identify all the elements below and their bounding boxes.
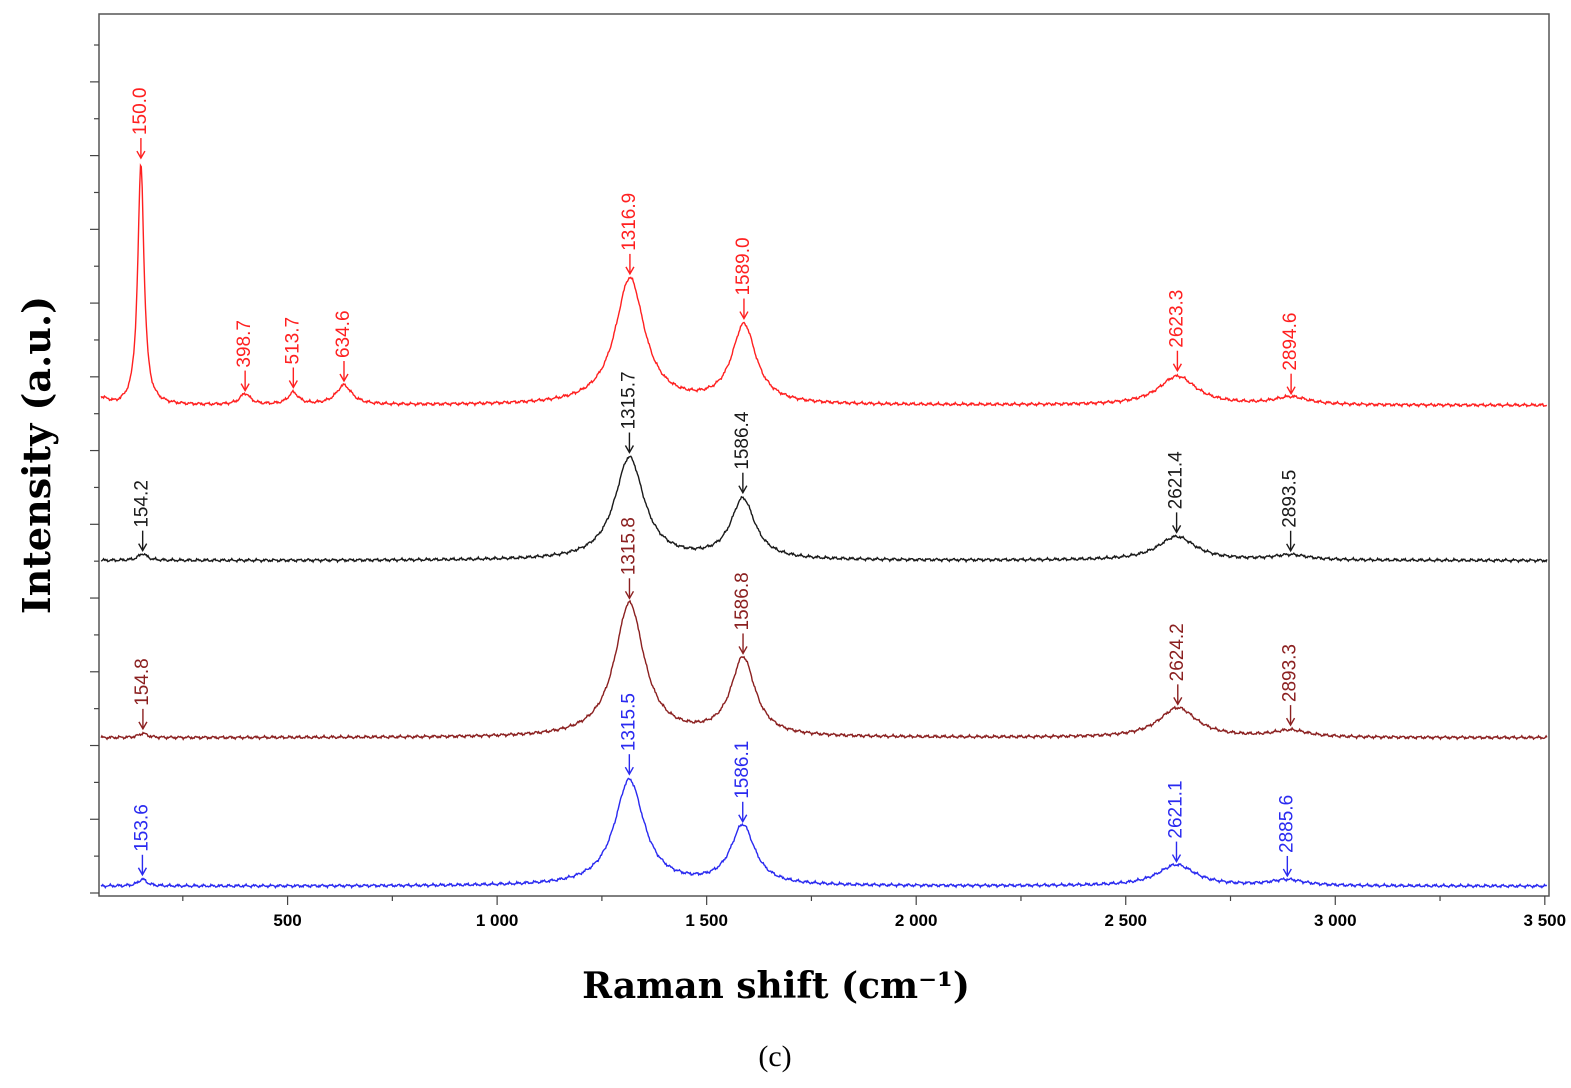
spectrum-line-black [100, 455, 1548, 564]
peak-arrowhead [738, 485, 748, 495]
peak-label: 1315.5 [618, 693, 639, 751]
series-red: 150.0 398.7 513.7 634.6 1316.9 1589.0 2623.3 28… [100, 88, 1547, 409]
spectrum-line-red [100, 163, 1547, 409]
peak-arrowhead [624, 766, 634, 776]
y-axis-ticks [90, 44, 99, 894]
peak-arrowhead [625, 266, 635, 276]
peak-label: 513.7 [282, 317, 303, 365]
peak-arrowhead [138, 543, 148, 553]
peak-label: 2621.1 [1165, 780, 1186, 838]
peak-label: 1316.9 [619, 193, 640, 251]
peak-arrowhead [136, 150, 146, 160]
peak-label: 153.6 [131, 804, 152, 852]
peak-arrowhead [1286, 543, 1296, 553]
peak-label: 154.8 [132, 658, 153, 706]
figure-caption: (c) [758, 1040, 791, 1073]
peak-label: 1315.7 [618, 371, 639, 429]
peak-label: 2621.4 [1166, 451, 1187, 510]
peak-label: 1586.1 [732, 741, 753, 799]
series-blue: 153.6 1315.5 1586.1 2621.1 2885.6 [100, 693, 1547, 890]
x-tick-label: 1 500 [685, 911, 728, 930]
peak-arrowhead [1173, 697, 1183, 706]
peak-arrowhead [739, 311, 749, 320]
x-tick-label: 500 [273, 911, 301, 930]
peak-arrowhead [240, 383, 250, 393]
peak-arrowhead [624, 590, 635, 600]
peak-label: 2894.6 [1280, 313, 1301, 371]
series-black: 154.2 1315.7 1586.4 2621.4 2893.5 [100, 371, 1548, 564]
peak-label: 634.6 [333, 310, 354, 358]
spectrum-line-blue [100, 777, 1547, 890]
x-tick-label: 2 000 [895, 911, 938, 930]
peak-arrowhead [1172, 363, 1183, 373]
x-tick-label: 3 500 [1524, 911, 1567, 930]
peak-arrowhead [1172, 525, 1182, 534]
peak-arrowhead [1285, 717, 1296, 727]
x-axis-ticks: 500 1 000 1 500 2 000 2 500 3 000 3 500 [182, 896, 1567, 930]
peak-label: 1315.8 [618, 517, 639, 575]
peak-label: 2623.3 [1166, 290, 1187, 348]
x-tick-label: 1 000 [476, 911, 519, 930]
peak-label: 2893.3 [1280, 644, 1301, 702]
series-dark-red: 154.8 1315.8 1586.8 2624.2 2893.3 [100, 517, 1548, 741]
peak-label: 1589.0 [733, 237, 754, 295]
peak-arrowhead [1286, 386, 1296, 396]
peak-label: 1586.4 [732, 411, 753, 470]
spectrum-line-dark-red [100, 599, 1548, 741]
y-axis-title: Intensity (a.u.) [14, 296, 59, 614]
peak-arrowhead [624, 445, 635, 454]
series-layer: 150.0 398.7 513.7 634.6 1316.9 1589.0 2623.3 28… [100, 88, 1548, 890]
peak-label: 2624.2 [1167, 623, 1188, 681]
plot-frame [98, 13, 1550, 897]
peak-label: 2893.5 [1280, 470, 1301, 528]
peak-arrowhead [339, 373, 349, 383]
x-axis-title: Raman shift (cm⁻¹) [582, 965, 970, 1007]
peak-arrowhead [137, 867, 148, 877]
peak-arrowhead [288, 380, 298, 389]
x-tick-label: 2 500 [1104, 911, 1147, 930]
peak-arrowhead [1282, 868, 1292, 878]
peak-label: 154.2 [132, 480, 153, 528]
x-tick-label: 3 000 [1314, 911, 1357, 930]
peak-label: 150.0 [130, 88, 151, 136]
peak-label: 398.7 [234, 320, 255, 368]
peak-label: 1586.8 [732, 572, 753, 630]
peak-arrowhead [738, 646, 748, 655]
peak-arrowhead [738, 814, 748, 824]
peak-label: 2885.6 [1276, 795, 1297, 853]
peak-arrowhead [138, 721, 148, 731]
peak-arrowhead [1171, 854, 1182, 863]
